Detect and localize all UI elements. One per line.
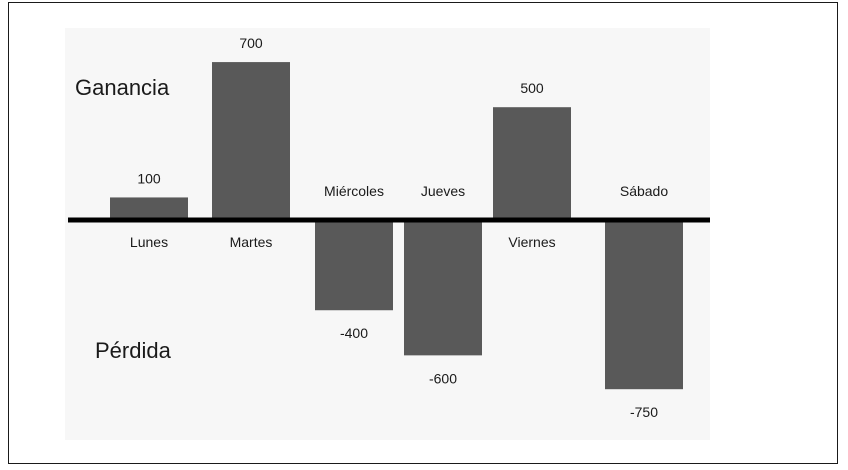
bar-viernes [493,107,571,220]
bar-miercoles [315,220,393,311]
value-label-sabado: -750 [630,404,658,420]
category-label-sabado: Sábado [620,183,668,199]
value-label-lunes: 100 [137,170,161,186]
bar-lunes [110,197,188,220]
bar-martes [212,62,290,220]
labels-group: 100 Lunes 700 Martes -400 Miércoles -600 Jueves… [130,35,668,420]
category-label-miercoles: Miércoles [324,183,384,199]
bars-group [110,62,683,390]
category-label-lunes: Lunes [130,234,168,250]
value-label-miercoles: -400 [340,325,368,341]
value-label-martes: 700 [239,35,263,51]
category-label-jueves: Jueves [421,183,465,199]
bar-jueves [404,220,482,356]
gain-label: Ganancia [75,75,170,100]
value-label-jueves: -600 [429,370,457,386]
value-label-viernes: 500 [520,80,544,96]
category-label-viernes: Viernes [508,234,555,250]
category-label-martes: Martes [230,234,273,250]
loss-label: Pérdida [95,338,172,363]
bar-sabado [605,220,683,390]
